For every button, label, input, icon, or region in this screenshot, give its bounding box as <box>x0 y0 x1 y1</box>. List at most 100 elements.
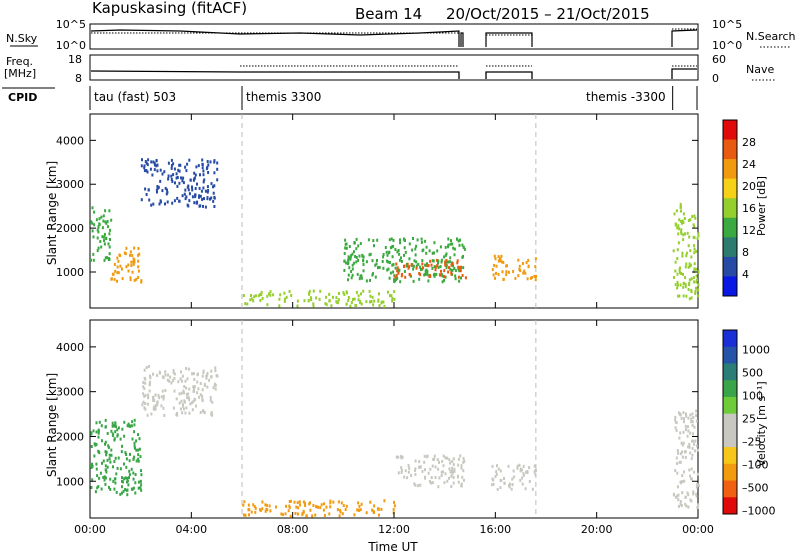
data-cell <box>198 395 201 399</box>
data-cell <box>173 372 176 376</box>
data-cell <box>145 366 148 369</box>
data-cell <box>446 479 449 483</box>
data-cell <box>90 258 92 262</box>
data-cell <box>697 234 700 238</box>
data-cell <box>97 230 100 234</box>
data-cell <box>151 173 154 177</box>
data-cell <box>695 419 698 423</box>
data-cell <box>156 400 159 404</box>
data-cell <box>460 466 463 470</box>
data-cell <box>427 471 430 475</box>
data-cell <box>201 388 204 392</box>
data-cell <box>124 488 127 491</box>
data-cell <box>131 437 134 441</box>
data-cell <box>203 382 206 386</box>
data-cell <box>348 266 351 270</box>
data-cell <box>112 465 114 469</box>
data-cell <box>371 259 374 263</box>
data-cell <box>123 420 126 424</box>
data-cell <box>393 504 396 508</box>
data-cell <box>688 442 691 446</box>
data-cell <box>430 263 433 267</box>
data-cell <box>185 406 188 410</box>
data-cell <box>691 412 694 416</box>
data-cell <box>689 451 692 455</box>
data-cell <box>393 280 396 284</box>
data-cell <box>686 231 689 235</box>
data-cell <box>185 392 188 396</box>
data-cell <box>534 257 537 261</box>
data-cell <box>528 480 531 483</box>
data-cell <box>192 399 195 403</box>
data-cell <box>447 237 450 241</box>
data-cell <box>677 283 679 287</box>
data-cell <box>135 448 138 452</box>
data-cell <box>691 453 694 457</box>
data-cell <box>494 475 497 479</box>
data-cell <box>97 431 100 435</box>
data-cell <box>451 460 454 463</box>
data-cell <box>528 466 531 470</box>
velocity-panel: 1000 2000 3000 4000 00:00 04:00 08:00 12:00 16:0… <box>56 319 776 536</box>
nsearch-label: N.Search <box>746 30 796 43</box>
colorbar-swatch <box>723 237 737 258</box>
data-cell <box>209 398 212 402</box>
data-cell <box>96 249 99 253</box>
data-cell <box>161 389 164 393</box>
data-cell <box>462 245 465 249</box>
data-cell <box>682 238 685 242</box>
data-cell <box>185 169 188 173</box>
data-cell <box>695 485 698 489</box>
data-cell <box>412 279 415 283</box>
data-cell <box>117 456 120 460</box>
data-cell <box>521 476 524 480</box>
data-cell <box>687 265 690 269</box>
data-cell <box>400 260 403 263</box>
data-cell <box>102 219 105 223</box>
data-cell <box>433 454 436 458</box>
data-cell <box>156 169 159 173</box>
data-cell <box>689 413 692 417</box>
data-cell <box>127 263 130 267</box>
nsky-trace <box>90 29 698 47</box>
data-cell <box>113 460 116 463</box>
data-cell <box>196 182 198 186</box>
data-cell <box>350 254 353 258</box>
data-cell <box>90 445 93 448</box>
data-cell <box>187 367 190 371</box>
data-cell <box>121 485 123 489</box>
data-cell <box>116 466 119 470</box>
data-cell <box>351 267 354 271</box>
data-cell <box>690 499 693 503</box>
data-cell <box>164 186 167 190</box>
data-cell <box>105 237 108 241</box>
data-cell <box>432 457 435 461</box>
data-cell <box>690 467 693 471</box>
y-tick-label: 2000 <box>56 430 84 443</box>
data-cell <box>264 509 267 513</box>
data-cell <box>456 261 459 265</box>
data-cell <box>688 235 691 239</box>
data-cell <box>690 296 693 300</box>
data-cell <box>202 169 205 173</box>
data-cell <box>193 389 195 393</box>
data-cell <box>164 202 166 206</box>
data-cell <box>90 220 93 224</box>
data-cell <box>435 258 438 262</box>
data-cell <box>179 407 182 411</box>
data-cell <box>104 482 107 486</box>
data-cell <box>393 500 395 504</box>
colorbar-swatch <box>723 447 737 465</box>
data-cell <box>95 462 98 466</box>
data-cell <box>131 270 134 274</box>
data-cell <box>678 294 681 298</box>
data-cell <box>132 260 135 264</box>
data-cell <box>526 471 529 475</box>
y-tick-label: 3000 <box>56 178 84 191</box>
data-cell <box>269 290 272 294</box>
data-cell <box>357 258 360 262</box>
data-cell <box>451 472 454 476</box>
data-cell <box>188 158 191 162</box>
data-cell <box>496 464 498 468</box>
data-cell <box>431 481 434 484</box>
